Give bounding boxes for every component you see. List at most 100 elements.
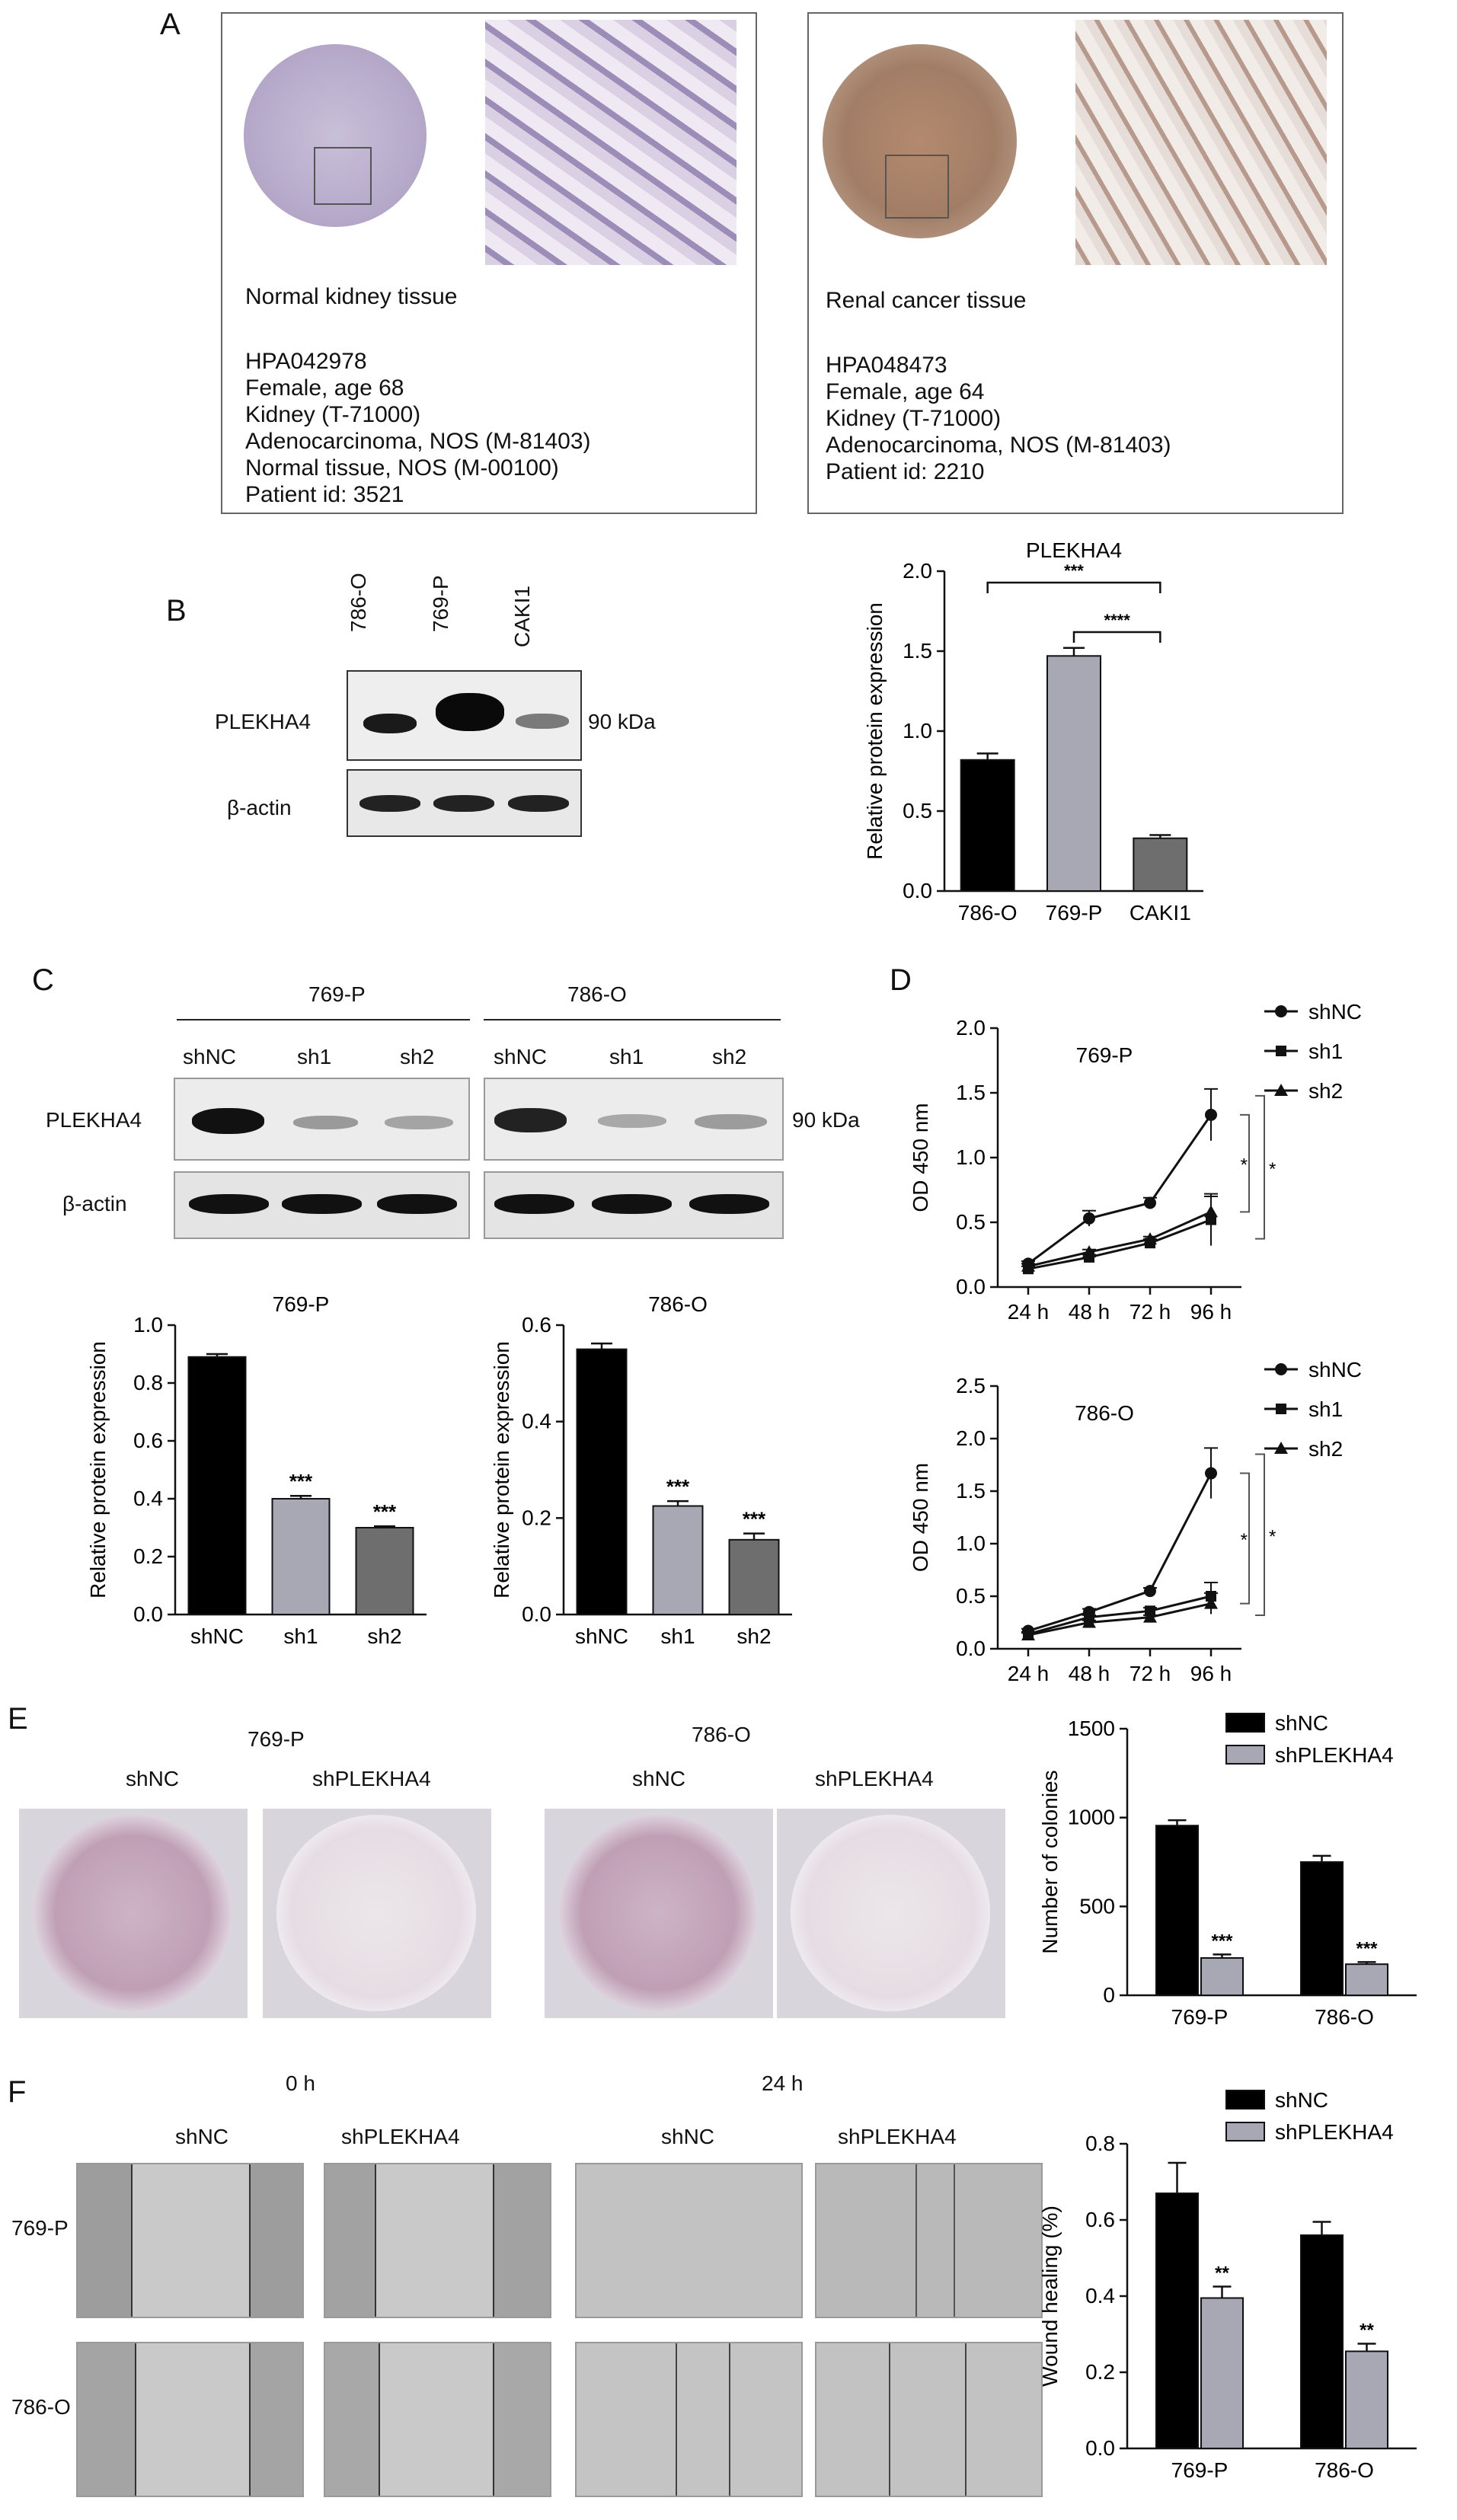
cancer-line: Patient id: 2210 [826, 459, 985, 484]
y-axis-label: OD 450 nm [909, 1103, 932, 1212]
legend-label: shPLEKHA4 [1275, 1743, 1394, 1767]
legend-label: shNC [1275, 2088, 1328, 2112]
wound-edge [131, 2164, 133, 2317]
bar [1300, 2234, 1344, 2449]
x-tick-label: 786-O [1315, 2458, 1374, 2482]
y-tick-label: 0.8 [1085, 2132, 1115, 2155]
blot-band [508, 795, 569, 812]
y-tick-label: 500 [1079, 1894, 1115, 1918]
wound-image [324, 2342, 551, 2497]
wound-edge [379, 2343, 380, 2496]
chart-e: 0 500 1000 1500 Number of colonies *** 769-P **… [1038, 1711, 1417, 2029]
cell-front [78, 2343, 135, 2496]
y-tick-label: 0.0 [956, 1275, 986, 1298]
cancer-line: Adenocarcinoma, NOS (M-81403) [826, 433, 1171, 458]
chart-c2: 0.0 0.2 0.4 0.6 Relative protein expression s… [490, 1292, 792, 1648]
y-tick-label: 1000 [1068, 1806, 1115, 1829]
lane-label: shPLEKHA4 [815, 1767, 934, 1790]
legend-swatch [1225, 2090, 1265, 2110]
series-line [1027, 1595, 1212, 1636]
wound-edge [493, 2343, 494, 2496]
data-point [1083, 1212, 1095, 1225]
data-point [1143, 1232, 1157, 1245]
cancer-line: Female, age 64 [826, 379, 985, 404]
y-tick-label: 1.5 [956, 1479, 986, 1503]
significance-label: * [1241, 1155, 1248, 1176]
western-blot-plekha4-786o [484, 1078, 784, 1161]
colony-dish-image [791, 1815, 990, 2011]
panel-letter-e: E [8, 1702, 28, 1736]
blot-band [436, 693, 504, 731]
significance-label: **** [1104, 611, 1131, 630]
wound-edge [889, 2343, 890, 2496]
cell-front [325, 2343, 379, 2496]
western-blot-actin [347, 769, 582, 837]
y-tick-label: 0.0 [956, 1637, 986, 1660]
panel-letter-b: B [166, 594, 187, 628]
legend-swatch [1225, 2122, 1265, 2142]
y-tick-label: 0.2 [133, 1544, 163, 1568]
lane-label: shNC [494, 1045, 548, 1068]
data-point [1204, 1596, 1218, 1609]
bar [1345, 1963, 1388, 1996]
colony-dish-frame [545, 1809, 773, 2018]
cancer-heading: Renal cancer tissue [826, 288, 1027, 313]
bar [1200, 2297, 1244, 2449]
cancer-tma-core-image [823, 44, 1017, 238]
wound-edge [249, 2164, 251, 2317]
row-label: 769-P [11, 2216, 69, 2240]
panel-letter-a: A [160, 8, 181, 41]
legend-label: shNC [1308, 1000, 1362, 1024]
y-tick-label: 1.0 [956, 1145, 986, 1169]
x-tick-label: 786-O [958, 901, 1018, 925]
legend-label: sh2 [1308, 1079, 1343, 1103]
data-point [1144, 1585, 1156, 1598]
normal-line: Normal tissue, NOS (M-00100) [245, 455, 559, 481]
lane-label: 769-P [429, 575, 452, 632]
x-tick-label: 24 h [1008, 1662, 1050, 1685]
x-tick-label: sh1 [283, 1624, 318, 1648]
normal-line: Female, age 68 [245, 375, 404, 401]
bar [187, 1356, 247, 1616]
colony-dish-image [33, 1815, 232, 2011]
colony-dish-image [558, 1815, 758, 2011]
bar [1300, 1861, 1344, 1996]
legend-swatch [1225, 1745, 1265, 1765]
wound-edge [965, 2343, 967, 2496]
group-line [177, 1019, 470, 1020]
western-blot-plekha4 [347, 670, 582, 761]
size-label: 90 kDa [792, 1108, 860, 1132]
blot-band [282, 1194, 362, 1214]
y-tick-label: 0.6 [522, 1313, 551, 1337]
cancer-line: HPA048473 [826, 353, 947, 378]
wound-edge [493, 2164, 494, 2317]
x-tick-label: 96 h [1190, 1300, 1232, 1324]
x-tick-label: 72 h [1129, 1300, 1171, 1324]
y-tick-label: 0.0 [133, 1602, 163, 1626]
wound-edge [375, 2164, 376, 2317]
x-tick-label: 24 h [1008, 1300, 1050, 1324]
chart-d2: 0.0 0.5 1.0 1.5 2.0 2.5 OD 450 nm 24 h 48 h 72 h 9… [909, 1358, 1362, 1685]
normal-tissue-zoom-image [485, 20, 736, 265]
y-tick-label: 0.6 [1085, 2208, 1115, 2231]
bar [652, 1505, 704, 1615]
normal-tissue-box: Normal kidney tissue HPA042978 Female, a… [221, 12, 757, 514]
y-tick-label: 0.6 [133, 1429, 163, 1452]
chart-title: 769-P [1076, 1043, 1133, 1067]
x-tick-label: 96 h [1190, 1662, 1232, 1685]
blot-band [385, 1116, 453, 1129]
y-tick-label: 0.4 [522, 1410, 551, 1433]
y-axis-label: Relative protein expression [86, 1341, 110, 1599]
lane-label: shNC [126, 1767, 180, 1790]
size-label: 90 kDa [588, 710, 656, 733]
lane-label: shNC [632, 1767, 686, 1790]
y-tick-label: 1.0 [956, 1531, 986, 1555]
lane-label: sh1 [297, 1045, 332, 1068]
bar [1200, 1957, 1244, 1996]
legend-label: shNC [1275, 1711, 1328, 1735]
group-label: 786-O [567, 982, 627, 1006]
blot-band [592, 1194, 672, 1214]
data-point [1144, 1196, 1156, 1209]
legend-marker [1275, 1005, 1287, 1017]
zoom-region [885, 155, 949, 219]
